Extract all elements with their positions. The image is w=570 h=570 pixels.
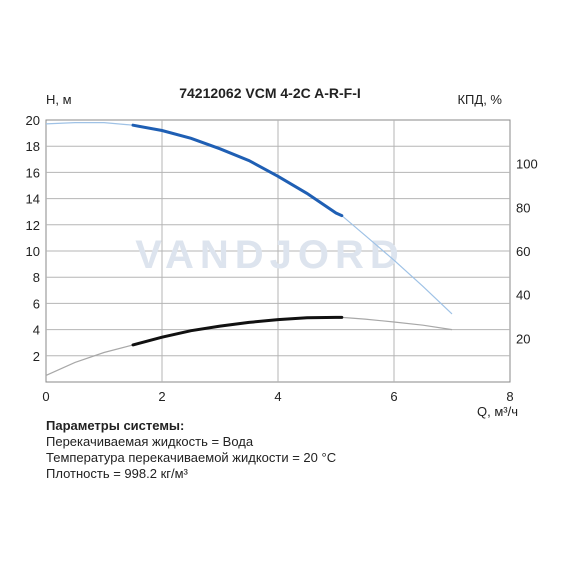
y-right-tick-label: 60 (516, 244, 530, 259)
x-tick-label: 2 (158, 389, 165, 404)
head-curve-full (45, 121, 453, 315)
y-left-tick-label: 14 (26, 192, 40, 207)
param-temperature: Температура перекачиваемой жидкости = 20… (46, 450, 337, 465)
head-curve-operating (131, 123, 344, 218)
y-left-tick-label: 2 (33, 349, 40, 364)
y-right-axis-label: КПД, % (457, 92, 502, 107)
y-right-tick-label: 40 (516, 288, 530, 303)
x-tick-label: 4 (274, 389, 281, 404)
y-left-tick-label: 20 (26, 113, 40, 128)
x-tick-label: 6 (390, 389, 397, 404)
grid (45, 119, 511, 383)
y-right-tick-label: 20 (516, 331, 530, 346)
y-left-tick-label: 4 (33, 323, 40, 338)
params-header: Параметры системы: (46, 418, 185, 433)
y-left-tick-label: 18 (26, 139, 40, 154)
x-tick-label: 0 (42, 389, 49, 404)
y-right-tick-label: 80 (516, 200, 530, 215)
y-left-tick-label: 16 (26, 165, 40, 180)
tick-labels: 0 2 4 6 8 2 4 6 8 10 12 14 16 18 20 20 40 60 80 100 (26, 113, 538, 404)
efficiency-curve-operating (131, 315, 344, 347)
efficiency-curve-full (45, 316, 453, 376)
param-density: Плотность = 998.2 кг/м³ (46, 466, 188, 481)
chart-title: 74212062 VCM 4-2C A-R-F-I (179, 85, 361, 101)
watermark: VANDJORD (135, 233, 405, 277)
x-tick-label: 8 (506, 389, 513, 404)
y-left-tick-label: 8 (33, 270, 40, 285)
y-left-tick-label: 12 (26, 218, 40, 233)
y-left-tick-label: 6 (33, 296, 40, 311)
param-liquid: Перекачиваемая жидкость = Вода (46, 434, 254, 449)
y-left-axis-label: H, м (46, 92, 72, 107)
system-parameters: Параметры системы: Перекачиваемая жидкос… (46, 418, 336, 482)
series-lines (45, 121, 453, 376)
y-right-tick-label: 100 (516, 157, 538, 172)
x-axis-label: Q, м³/ч (477, 404, 518, 419)
y-left-tick-label: 10 (26, 244, 40, 259)
